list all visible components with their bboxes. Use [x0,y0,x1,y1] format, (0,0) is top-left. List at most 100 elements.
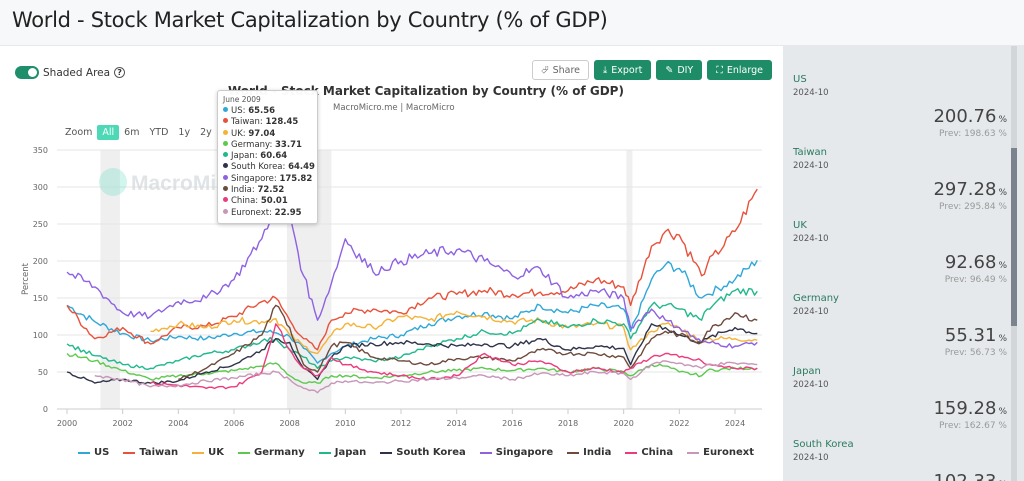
legend-swatch [78,451,90,454]
legend-item-euronext[interactable]: Euronext [687,447,754,458]
card-country-name: UK [793,220,807,231]
tooltip-row: China: 50.01 [223,196,312,207]
value-card-germany[interactable]: Germany 2024-10 55.31% Prev: 56.73 % [793,293,1007,366]
latest-values-panel: US 2024-10 200.76% Prev: 198.63 % Taiwan 2024… [783,46,1024,481]
tooltip-series-value: 128.45 [265,117,299,128]
legend-swatch [687,451,700,454]
tooltip-dot-icon [223,129,228,135]
value-card-uk[interactable]: UK 2024-10 92.68% Prev: 96.49 % [793,220,1007,293]
legend-swatch [123,451,136,454]
diy-button[interactable]: ✎ DIY [656,60,703,80]
tooltip-dot-icon [223,208,228,214]
y-tick-label: 100 [33,331,48,340]
card-value-number: 200.76 [933,106,997,127]
zoom-option-all[interactable]: All [97,125,120,140]
tooltip-series-name: Germany: [231,139,276,150]
card-date: 2024-10 [793,307,829,317]
pencil-icon: ✎ [665,64,674,76]
value-card-japan[interactable]: Japan 2024-10 159.28% Prev: 162.67 % [793,366,1007,439]
series-line-south-korea [66,323,758,385]
zoom-range-selector: Zoom All 6m YTD 1y 2y 3y [60,125,238,140]
value-card-taiwan[interactable]: Taiwan 2024-10 297.28% Prev: 295.84 % [793,147,1007,220]
scrollbar-thumb[interactable] [1011,148,1017,326]
card-value: 92.68% [945,252,1007,273]
help-icon[interactable]: ? [114,67,126,78]
legend-item-germany[interactable]: Germany [238,447,305,458]
card-date: 2024-10 [793,161,829,171]
tooltip-series-name: Japan: [231,151,261,162]
x-tick-label: 2004 [168,419,188,428]
y-tick-label: 200 [33,257,48,266]
tooltip-row: Japan: 60.64 [223,151,312,162]
x-tick-label: 2008 [279,419,299,428]
y-tick-label: 250 [33,220,48,229]
legend-swatch [625,451,638,454]
card-previous-value: Prev: 295.84 % [939,202,1007,212]
legend-item-singapore[interactable]: Singapore [479,447,554,458]
zoom-option-6m[interactable]: 6m [124,127,140,138]
tooltip-series-name: Singapore: [231,173,280,184]
tooltip-series-value: 50.01 [260,196,288,207]
legend-label: Singapore [495,447,554,458]
page-header: World - Stock Market Capitalization by C… [0,0,1024,46]
card-country-name: Taiwan [793,147,828,158]
shaded-period [626,150,633,409]
legend-label: South Korea [396,447,466,458]
shaded-area-toggle[interactable] [15,66,39,79]
x-tick-label: 2014 [446,419,466,428]
legend-item-india[interactable]: India [567,447,611,458]
tooltip-series-name: US: [231,106,249,116]
card-value: 102.33% [933,471,1007,481]
x-tick-label: 2012 [391,419,411,428]
series-line-taiwan [66,188,758,351]
y-tick-label: 0 [43,405,48,414]
share-button[interactable]: ⮰ Share [532,60,590,80]
tooltip-series-value: 60.64 [260,151,288,162]
x-tick-label: 2022 [669,419,689,428]
legend-item-us[interactable]: US [78,447,109,458]
tooltip-row: US: 65.56 [223,106,312,117]
legend-item-uk[interactable]: UK [192,447,224,458]
tooltip-series-name: UK: [231,128,249,139]
legend-swatch [567,451,580,454]
zoom-option-1y[interactable]: 1y [178,127,191,138]
expand-icon: ⛶ [716,64,723,76]
zoom-option-ytd[interactable]: YTD [149,127,169,138]
tooltip-row: Germany: 33.71 [223,140,312,151]
card-previous-value: Prev: 198.63 % [939,129,1007,139]
tooltip-row: South Korea: 64.49 [223,162,315,173]
legend-item-japan[interactable]: Japan [318,447,366,458]
legend-item-china[interactable]: China [625,447,673,458]
legend-label: UK [208,447,225,458]
legend-item-taiwan[interactable]: Taiwan [123,447,178,458]
card-country-name: South Korea [793,439,854,450]
x-tick-label: 2000 [57,419,77,428]
value-card-us[interactable]: US 2024-10 200.76% Prev: 198.63 % [793,74,1007,147]
tooltip-dot-icon [223,152,228,158]
legend-swatch [479,451,492,454]
chart-tooltip: June 2009 US: 65.56 Taiwan: 128.45 UK: 97.… [217,90,318,224]
legend-swatch [238,451,251,454]
value-card-south-korea[interactable]: South Korea 2024-10 102.33% [793,439,1007,481]
tooltip-series-value: 64.49 [288,162,315,173]
y-tick-label: 150 [33,294,48,303]
enlarge-button[interactable]: ⛶ Enlarge [707,60,772,80]
legend-label: India [583,447,612,458]
series-line-germany [66,352,758,384]
card-date: 2024-10 [793,380,829,390]
legend-item-south-korea[interactable]: South Korea [380,447,466,458]
x-tick-label: 2010 [335,419,355,428]
card-value-number: 55.31 [944,325,997,346]
tooltip-dot-icon [223,186,228,192]
zoom-option-2y[interactable]: 2y [200,127,212,138]
y-axis-label: Percent [21,262,31,295]
card-value: 200.76% [933,106,1007,127]
tooltip-dot-icon [223,174,228,180]
legend-swatch [380,451,393,454]
x-tick-label: 2024 [725,419,745,428]
legend-label: US [94,447,110,458]
tooltip-row: Taiwan: 128.45 [223,117,312,128]
export-button[interactable]: ⤓ Export [594,60,652,80]
card-previous-value: Prev: 56.73 % [944,348,1007,358]
